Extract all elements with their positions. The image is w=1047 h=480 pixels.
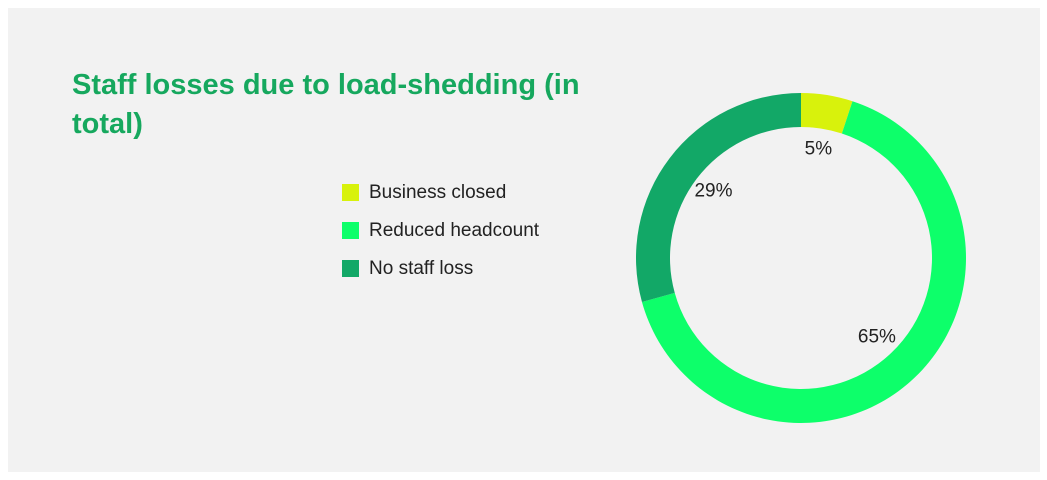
- chart-title: Staff losses due to load-shedding (in to…: [72, 69, 580, 140]
- data-label: 65%: [858, 327, 896, 348]
- data-label: 5%: [805, 138, 833, 159]
- legend-swatch: [342, 222, 359, 239]
- legend-label: No staff loss: [369, 258, 473, 279]
- data-label: 29%: [694, 180, 732, 201]
- legend-label: Reduced headcount: [369, 220, 540, 241]
- legend-swatch: [342, 260, 359, 277]
- donut-slice: [801, 93, 853, 134]
- donut-slice: [636, 93, 801, 302]
- legend-label: Business closed: [369, 182, 506, 203]
- legend-swatch: [342, 184, 359, 201]
- panel: Staff losses due to load-shedding (in to…: [8, 8, 1040, 472]
